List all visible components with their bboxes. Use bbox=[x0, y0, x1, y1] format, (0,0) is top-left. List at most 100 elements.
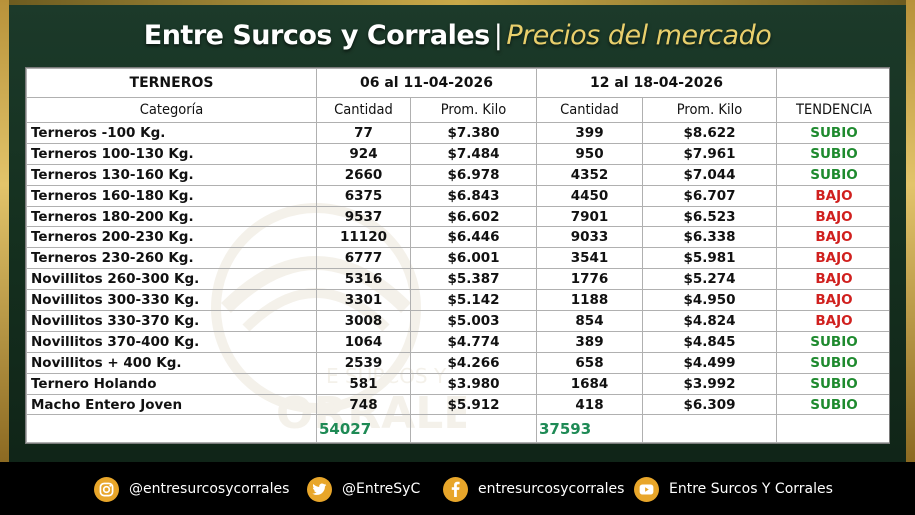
row-tendencia: SUBIO bbox=[776, 351, 889, 374]
totals-empty bbox=[26, 414, 317, 443]
row-cantidad-1: 2660 bbox=[316, 163, 411, 186]
social-twitter[interactable]: @EntreSyC bbox=[307, 476, 420, 502]
row-cantidad-1: 6375 bbox=[316, 184, 411, 207]
title-main: Entre Surcos y Corrales bbox=[143, 20, 490, 51]
table-row: Novillitos 260-300 Kg. 5316 $5.387 1776 $5.2… bbox=[26, 268, 889, 291]
row-tendencia: SUBIO bbox=[776, 122, 889, 144]
price-table-container: E SURCOS Y ORRALES TERNEROS 06 al 11-04-… bbox=[25, 67, 890, 444]
row-prom-1: $4.266 bbox=[410, 351, 537, 374]
totals-empty bbox=[642, 414, 777, 443]
row-cantidad-1: 748 bbox=[316, 393, 411, 416]
table-row: Macho Entero Joven 748 $5.912 418 $6.309 SUBI… bbox=[26, 393, 889, 416]
row-prom-2: $4.845 bbox=[642, 330, 777, 353]
row-prom-2: $6.309 bbox=[642, 393, 777, 416]
row-tendencia: BAJO bbox=[776, 247, 889, 270]
row-tendencia: SUBIO bbox=[776, 393, 889, 416]
row-prom-1: $6.602 bbox=[410, 205, 537, 228]
row-cantidad-1: 3301 bbox=[316, 289, 411, 312]
row-prom-2: $5.274 bbox=[642, 268, 777, 291]
row-category: Terneros 160-180 Kg. bbox=[26, 184, 317, 207]
title-separator: | bbox=[493, 20, 503, 51]
row-tendencia: SUBIO bbox=[776, 163, 889, 186]
row-category: Terneros 230-260 Kg. bbox=[26, 247, 317, 270]
row-category: Macho Entero Joven bbox=[26, 393, 317, 416]
title-subtitle: Precios del mercado bbox=[506, 20, 772, 51]
facebook-icon bbox=[443, 476, 468, 502]
row-tendencia: SUBIO bbox=[776, 142, 889, 165]
row-tendencia: BAJO bbox=[776, 226, 889, 249]
period2-header: 12 al 18-04-2026 bbox=[536, 68, 777, 98]
gold-border-right bbox=[906, 0, 915, 462]
row-cantidad-2: 7901 bbox=[536, 205, 643, 228]
row-prom-2: $7.961 bbox=[642, 142, 777, 165]
row-tendencia: BAJO bbox=[776, 184, 889, 207]
row-prom-2: $6.523 bbox=[642, 205, 777, 228]
row-prom-2: $6.707 bbox=[642, 184, 777, 207]
row-tendencia: BAJO bbox=[776, 310, 889, 332]
row-tendencia: SUBIO bbox=[776, 372, 889, 395]
social-instagram[interactable]: @entresurcosycorrales bbox=[94, 476, 289, 502]
row-prom-1: $5.912 bbox=[410, 393, 537, 416]
row-prom-2: $7.044 bbox=[642, 163, 777, 186]
page-title: Entre Surcos y Corrales | Precios del merc… bbox=[0, 20, 915, 51]
row-prom-1: $7.380 bbox=[410, 122, 537, 144]
row-category: Novillitos 370-400 Kg. bbox=[26, 330, 317, 353]
row-cantidad-2: 399 bbox=[536, 122, 643, 144]
row-cantidad-1: 9537 bbox=[316, 205, 411, 228]
row-category: Terneros 200-230 Kg. bbox=[26, 226, 317, 249]
table-row: Terneros 160-180 Kg. 6375 $6.843 4450 $6.707… bbox=[26, 184, 889, 207]
table-row: Terneros 130-160 Kg. 2660 $6.978 4352 $7.044… bbox=[26, 163, 889, 186]
row-prom-2: $4.824 bbox=[642, 310, 777, 332]
row-cantidad-2: 418 bbox=[536, 393, 643, 416]
row-category: Novillitos 300-330 Kg. bbox=[26, 289, 317, 312]
row-prom-2: $4.950 bbox=[642, 289, 777, 312]
row-prom-2: $6.338 bbox=[642, 226, 777, 249]
col-prom-1: Prom. Kilo bbox=[410, 97, 537, 123]
row-cantidad-2: 3541 bbox=[536, 247, 643, 270]
row-category: Terneros 180-200 Kg. bbox=[26, 205, 317, 228]
row-tendencia: BAJO bbox=[776, 205, 889, 228]
row-category: Terneros 100-130 Kg. bbox=[26, 142, 317, 165]
instagram-handle: @entresurcosycorrales bbox=[129, 481, 290, 497]
row-cantidad-2: 1684 bbox=[536, 372, 643, 395]
row-category: Novillitos + 400 Kg. bbox=[26, 351, 317, 374]
empty-header bbox=[776, 68, 889, 98]
row-cantidad-1: 77 bbox=[316, 122, 411, 144]
row-cantidad-2: 4450 bbox=[536, 184, 643, 207]
row-prom-2: $3.992 bbox=[642, 372, 777, 395]
gold-border-left bbox=[0, 0, 9, 462]
row-prom-1: $5.142 bbox=[410, 289, 537, 312]
group-header: TERNEROS bbox=[26, 68, 317, 98]
social-facebook[interactable]: entresurcosycorrales bbox=[443, 476, 624, 502]
row-cantidad-1: 2539 bbox=[316, 351, 411, 374]
col-categoria: Categoría bbox=[26, 97, 317, 123]
youtube-icon bbox=[634, 476, 659, 502]
table-row: Terneros 100-130 Kg. 924 $7.484 950 $7.961 SU… bbox=[26, 142, 889, 165]
table-row: Ternero Holando 581 $3.980 1684 $3.992 SUBIO bbox=[26, 372, 889, 395]
row-category: Ternero Holando bbox=[26, 372, 317, 395]
row-cantidad-2: 950 bbox=[536, 142, 643, 165]
col-cantidad-2: Cantidad bbox=[536, 97, 643, 123]
row-tendencia: BAJO bbox=[776, 268, 889, 291]
row-prom-1: $6.843 bbox=[410, 184, 537, 207]
row-prom-1: $5.387 bbox=[410, 268, 537, 291]
row-tendencia: SUBIO bbox=[776, 330, 889, 353]
row-prom-1: $6.978 bbox=[410, 163, 537, 186]
row-prom-2: $8.622 bbox=[642, 122, 777, 144]
row-prom-1: $6.001 bbox=[410, 247, 537, 270]
youtube-handle: Entre Surcos Y Corrales bbox=[669, 481, 833, 497]
col-prom-2: Prom. Kilo bbox=[642, 97, 777, 123]
twitter-icon bbox=[307, 476, 332, 502]
row-cantidad-2: 854 bbox=[536, 310, 643, 332]
row-cantidad-2: 4352 bbox=[536, 163, 643, 186]
row-cantidad-2: 9033 bbox=[536, 226, 643, 249]
totals-row: 54027 37593 bbox=[26, 414, 889, 443]
row-cantidad-1: 11120 bbox=[316, 226, 411, 249]
table-row: Terneros -100 Kg. 77 $7.380 399 $8.622 SUBIO bbox=[26, 122, 889, 144]
social-youtube[interactable]: Entre Surcos Y Corrales bbox=[634, 476, 833, 502]
row-cantidad-1: 581 bbox=[316, 372, 411, 395]
row-cantidad-1: 1064 bbox=[316, 330, 411, 353]
facebook-handle: entresurcosycorrales bbox=[478, 481, 625, 497]
period1-header: 06 al 11-04-2026 bbox=[316, 68, 537, 98]
